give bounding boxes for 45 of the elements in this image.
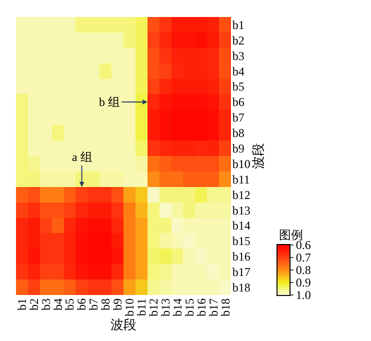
x-tick-label: b9	[110, 298, 125, 310]
x-tick-label: b10	[122, 298, 137, 316]
x-tick-label: b8	[98, 298, 113, 310]
y-tick-label: b18	[232, 280, 250, 294]
y-tick-label: b15	[232, 234, 250, 248]
x-tick-label: b7	[86, 298, 101, 310]
y-tick-label: b2	[232, 33, 244, 48]
x-tick-label: b12	[146, 298, 160, 316]
y-tick-label: b11	[232, 172, 250, 186]
x-tick-label: b15	[182, 298, 196, 316]
x-tick-label: b11	[134, 298, 149, 316]
color-bar-label: 0.8	[296, 263, 311, 278]
y-tick-label: b10	[232, 156, 250, 171]
x-tick-label: b17	[206, 298, 220, 316]
x-tick-label: b1	[14, 298, 29, 310]
y-tick-label: b12	[232, 188, 250, 202]
color-bar-label: 0.7	[296, 250, 311, 265]
x-tick-label: b18	[218, 298, 232, 316]
y-tick-label: b16	[232, 250, 250, 264]
x-tick-label: b14	[170, 298, 184, 316]
color-bar-title: 图例	[279, 228, 303, 242]
y-tick-label: b6	[232, 95, 244, 110]
y-axis-title: 波段	[250, 143, 266, 169]
x-tick-label: b16	[194, 298, 208, 316]
y-tick-label: b9	[232, 141, 244, 156]
y-tick-label: b3	[232, 48, 244, 63]
annotation: a 组	[72, 150, 92, 164]
x-tick-label: b3	[38, 298, 53, 310]
y-tick-label: b4	[232, 64, 244, 78]
x-axis-title: 波段	[110, 317, 137, 332]
y-tick-label: b1	[232, 18, 244, 32]
y-tick-label: b8	[232, 126, 244, 140]
y-tick-label: b5	[232, 80, 244, 94]
x-tick-label: b13	[158, 298, 172, 316]
y-tick-label: b7	[232, 110, 244, 125]
y-tick-label: b13	[232, 203, 250, 218]
x-tick-label: b6	[74, 298, 89, 310]
x-tick-label: b4	[50, 298, 65, 310]
x-tick-label: b5	[62, 298, 77, 310]
annotation: b 组	[99, 95, 120, 109]
y-tick-label: b17	[232, 265, 250, 280]
y-tick-label: b14	[232, 218, 250, 233]
color-bar-label: 0.9	[296, 276, 311, 290]
color-bar-label: 1.0	[296, 288, 311, 302]
x-tick-label: b2	[26, 298, 41, 310]
